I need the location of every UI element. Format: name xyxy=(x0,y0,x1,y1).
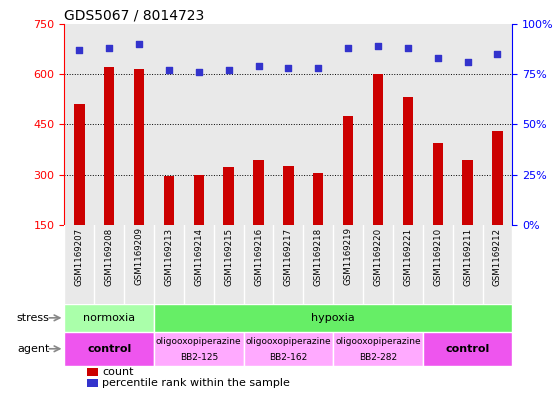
Bar xyxy=(244,225,273,304)
Bar xyxy=(244,24,273,225)
Text: oligooxopiperazine: oligooxopiperazine xyxy=(335,337,421,346)
Bar xyxy=(423,24,452,225)
Bar xyxy=(87,379,98,387)
Point xyxy=(134,40,143,47)
Text: control: control xyxy=(87,344,132,354)
Text: oligooxopiperazine: oligooxopiperazine xyxy=(246,337,331,346)
Text: percentile rank within the sample: percentile rank within the sample xyxy=(102,378,290,388)
Bar xyxy=(154,24,184,225)
Bar xyxy=(223,167,234,225)
Bar xyxy=(333,332,423,366)
Point xyxy=(403,45,412,51)
Bar xyxy=(423,225,452,304)
Bar xyxy=(283,166,293,225)
Bar xyxy=(363,225,393,304)
Text: GSM1169216: GSM1169216 xyxy=(254,228,263,286)
Bar xyxy=(124,24,154,225)
Text: GSM1169218: GSM1169218 xyxy=(314,228,323,286)
Point xyxy=(105,45,114,51)
Bar xyxy=(64,225,94,304)
Bar xyxy=(94,225,124,304)
Bar xyxy=(333,225,363,304)
Bar xyxy=(483,225,512,304)
Bar xyxy=(253,160,264,225)
Point xyxy=(194,69,203,75)
Bar xyxy=(423,332,512,366)
Bar xyxy=(64,332,154,366)
Bar xyxy=(343,116,353,225)
Text: GSM1169213: GSM1169213 xyxy=(165,228,174,286)
Text: GSM1169217: GSM1169217 xyxy=(284,228,293,286)
Bar xyxy=(463,160,473,225)
Text: count: count xyxy=(102,367,134,378)
Bar xyxy=(64,24,94,225)
Bar xyxy=(304,24,333,225)
Text: GSM1169214: GSM1169214 xyxy=(194,228,203,286)
Text: GSM1169220: GSM1169220 xyxy=(374,228,382,286)
Bar xyxy=(194,175,204,225)
Bar xyxy=(104,67,114,225)
Bar xyxy=(214,24,244,225)
Bar xyxy=(363,24,393,225)
Text: hypoxia: hypoxia xyxy=(311,313,355,323)
Text: GSM1169221: GSM1169221 xyxy=(403,228,412,286)
Bar xyxy=(87,368,98,376)
Bar xyxy=(483,24,512,225)
Bar xyxy=(432,143,443,225)
Point xyxy=(284,65,293,71)
Text: BB2-125: BB2-125 xyxy=(180,353,218,362)
Bar xyxy=(304,225,333,304)
Text: GSM1169215: GSM1169215 xyxy=(224,228,233,286)
Bar xyxy=(452,24,483,225)
Text: BB2-162: BB2-162 xyxy=(269,353,307,362)
Text: GSM1169211: GSM1169211 xyxy=(463,228,472,286)
Bar xyxy=(64,304,154,332)
Point xyxy=(165,67,174,73)
Bar xyxy=(164,176,174,225)
Bar xyxy=(74,104,85,225)
Text: GSM1169207: GSM1169207 xyxy=(75,228,84,286)
Point xyxy=(374,42,382,49)
Bar xyxy=(333,24,363,225)
Bar xyxy=(134,69,144,225)
Point xyxy=(224,67,233,73)
Point xyxy=(493,51,502,57)
Point xyxy=(463,59,472,65)
Bar xyxy=(124,225,154,304)
Point xyxy=(75,47,84,53)
Text: agent: agent xyxy=(17,344,49,354)
Text: GSM1169208: GSM1169208 xyxy=(105,228,114,286)
Text: GSM1169219: GSM1169219 xyxy=(344,228,353,285)
Text: GDS5067 / 8014723: GDS5067 / 8014723 xyxy=(64,8,204,22)
Bar xyxy=(154,304,512,332)
Bar xyxy=(403,97,413,225)
Text: BB2-282: BB2-282 xyxy=(359,353,397,362)
Bar xyxy=(154,332,244,366)
Bar xyxy=(273,24,304,225)
Text: GSM1169209: GSM1169209 xyxy=(134,228,143,285)
Bar xyxy=(393,24,423,225)
Bar xyxy=(184,225,214,304)
Bar xyxy=(313,173,324,225)
Bar xyxy=(244,332,333,366)
Bar xyxy=(273,225,304,304)
Bar xyxy=(373,74,383,225)
Text: stress: stress xyxy=(17,313,49,323)
Bar xyxy=(94,24,124,225)
Bar xyxy=(393,225,423,304)
Bar xyxy=(452,225,483,304)
Point xyxy=(314,65,323,71)
Text: oligooxopiperazine: oligooxopiperazine xyxy=(156,337,241,346)
Text: normoxia: normoxia xyxy=(83,313,136,323)
Text: GSM1169210: GSM1169210 xyxy=(433,228,442,286)
Bar xyxy=(214,225,244,304)
Point xyxy=(433,55,442,61)
Text: control: control xyxy=(445,344,490,354)
Point xyxy=(344,45,353,51)
Bar xyxy=(492,131,503,225)
Bar xyxy=(154,225,184,304)
Point xyxy=(254,63,263,69)
Bar xyxy=(184,24,214,225)
Text: GSM1169212: GSM1169212 xyxy=(493,228,502,286)
